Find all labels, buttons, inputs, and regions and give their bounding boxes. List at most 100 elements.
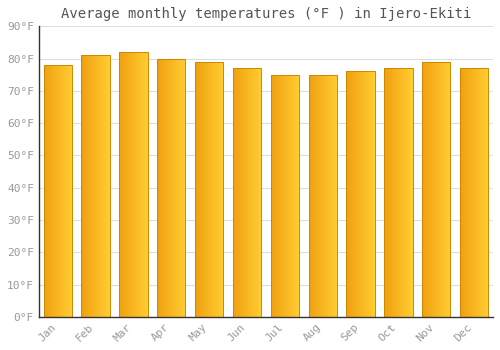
Bar: [436, 62, 437, 317]
Bar: [176, 58, 177, 317]
Bar: [426, 62, 427, 317]
Bar: [119, 52, 120, 317]
Bar: [424, 62, 425, 317]
Bar: [390, 68, 392, 317]
Bar: [106, 55, 107, 317]
Bar: [157, 58, 158, 317]
Bar: [145, 52, 146, 317]
Bar: [276, 75, 277, 317]
Bar: [240, 68, 242, 317]
Bar: [296, 75, 297, 317]
Bar: [120, 52, 122, 317]
Bar: [370, 71, 371, 317]
Bar: [69, 65, 70, 317]
Bar: [441, 62, 442, 317]
Bar: [94, 55, 95, 317]
Bar: [292, 75, 294, 317]
Bar: [368, 71, 369, 317]
Bar: [50, 65, 51, 317]
Bar: [163, 58, 164, 317]
Bar: [179, 58, 180, 317]
Bar: [71, 65, 72, 317]
Bar: [254, 68, 255, 317]
Bar: [278, 75, 279, 317]
Bar: [139, 52, 140, 317]
Bar: [310, 75, 312, 317]
Bar: [369, 71, 370, 317]
Bar: [124, 52, 125, 317]
Bar: [359, 71, 360, 317]
Bar: [440, 62, 441, 317]
Bar: [396, 68, 397, 317]
Bar: [423, 62, 424, 317]
Bar: [349, 71, 350, 317]
Bar: [422, 62, 423, 317]
Bar: [347, 71, 348, 317]
Bar: [102, 55, 104, 317]
Bar: [129, 52, 130, 317]
Bar: [462, 68, 463, 317]
Bar: [215, 62, 216, 317]
Bar: [208, 62, 209, 317]
Bar: [217, 62, 218, 317]
Bar: [468, 68, 469, 317]
Bar: [200, 62, 202, 317]
Bar: [481, 68, 482, 317]
Bar: [400, 68, 402, 317]
Bar: [165, 58, 166, 317]
Bar: [122, 52, 123, 317]
Bar: [308, 75, 337, 317]
Bar: [67, 65, 68, 317]
Bar: [346, 71, 347, 317]
Bar: [246, 68, 247, 317]
Bar: [474, 68, 475, 317]
Bar: [172, 58, 174, 317]
Bar: [86, 55, 87, 317]
Bar: [356, 71, 357, 317]
Bar: [328, 75, 329, 317]
Bar: [408, 68, 409, 317]
Bar: [273, 75, 274, 317]
Bar: [68, 65, 69, 317]
Bar: [449, 62, 450, 317]
Bar: [107, 55, 108, 317]
Bar: [83, 55, 84, 317]
Bar: [182, 58, 184, 317]
Bar: [366, 71, 367, 317]
Bar: [174, 58, 175, 317]
Bar: [135, 52, 136, 317]
Bar: [60, 65, 62, 317]
Bar: [195, 62, 224, 317]
Bar: [402, 68, 404, 317]
Bar: [219, 62, 220, 317]
Bar: [65, 65, 66, 317]
Bar: [66, 65, 67, 317]
Bar: [432, 62, 434, 317]
Bar: [202, 62, 203, 317]
Bar: [57, 65, 58, 317]
Bar: [242, 68, 244, 317]
Bar: [220, 62, 221, 317]
Bar: [317, 75, 318, 317]
Bar: [405, 68, 406, 317]
Bar: [289, 75, 290, 317]
Bar: [335, 75, 336, 317]
Bar: [309, 75, 310, 317]
Bar: [98, 55, 99, 317]
Bar: [284, 75, 285, 317]
Bar: [320, 75, 322, 317]
Bar: [62, 65, 64, 317]
Bar: [272, 75, 273, 317]
Bar: [291, 75, 292, 317]
Bar: [324, 75, 325, 317]
Bar: [476, 68, 477, 317]
Bar: [325, 75, 326, 317]
Bar: [285, 75, 286, 317]
Bar: [138, 52, 139, 317]
Bar: [234, 68, 235, 317]
Bar: [466, 68, 467, 317]
Bar: [169, 58, 170, 317]
Bar: [392, 68, 394, 317]
Bar: [427, 62, 428, 317]
Bar: [64, 65, 65, 317]
